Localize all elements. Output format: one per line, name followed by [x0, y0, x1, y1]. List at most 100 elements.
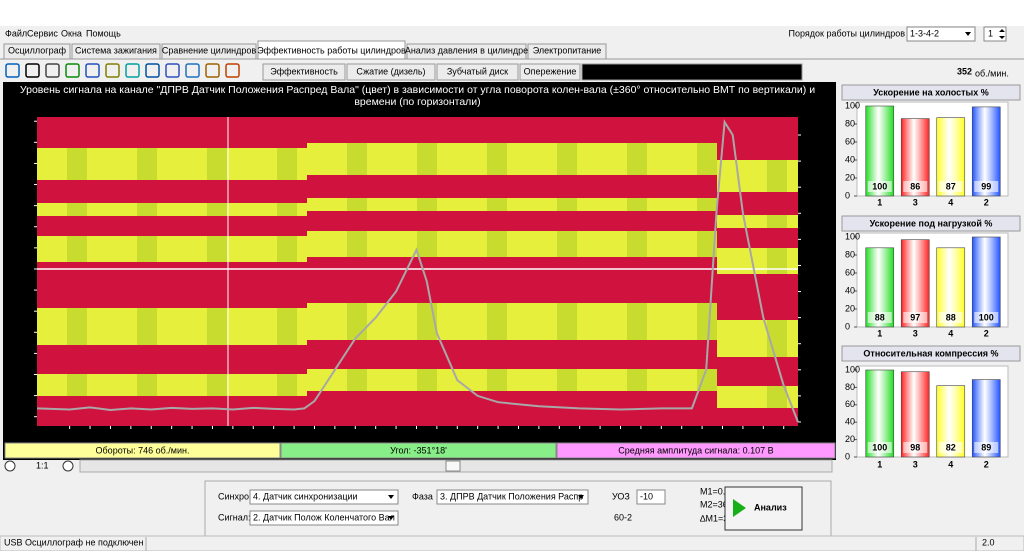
tab-label[interactable]: Электропитание: [533, 45, 602, 55]
order-value[interactable]: 1-3-4-2: [910, 28, 939, 38]
signal-band: [177, 203, 187, 216]
toolbar-icon[interactable]: [145, 63, 160, 78]
y2-tick-label: 3 500: [803, 260, 826, 270]
tab-label[interactable]: Эффективность работы цилиндров: [257, 45, 406, 55]
bar-label-bg: [974, 181, 999, 192]
subtab-label[interactable]: Опережение: [524, 66, 577, 76]
spin-value[interactable]: 1: [988, 28, 993, 38]
combo-value[interactable]: 3. ДПРВ Датчик Положения Распр: [440, 491, 583, 501]
toolbar-icon[interactable]: [165, 63, 180, 78]
toolbar-icon[interactable]: [45, 63, 60, 78]
sync-label: Синхро:: [218, 491, 252, 501]
subtab[interactable]: [581, 63, 803, 81]
y-tick-label: -100: [10, 221, 28, 231]
signal-band: [617, 198, 627, 211]
signal-band: [287, 203, 297, 216]
signal-band: [717, 320, 727, 357]
title-area: [0, 0, 1024, 26]
subtab-label[interactable]: Эффективность: [270, 66, 338, 76]
signal-band: [347, 143, 357, 175]
combo-value[interactable]: 2. Датчик Полож Коленчатого Вал: [253, 512, 395, 522]
zoom-out[interactable]: [4, 460, 16, 472]
x-tick-label: 33: [718, 430, 728, 440]
toolbar-icon[interactable]: [125, 63, 140, 78]
signal-band: [787, 320, 797, 357]
signal-band: [637, 231, 647, 257]
analyze-label[interactable]: Анализ: [754, 502, 787, 512]
subtab[interactable]: [346, 63, 436, 81]
toolbar-icon[interactable]: [5, 63, 20, 78]
bar-category-label: 4: [948, 459, 953, 469]
toolbar-icon[interactable]: [85, 63, 100, 78]
subtab[interactable]: [519, 63, 581, 81]
signal-band: [527, 369, 537, 391]
uoz-spin[interactable]: [636, 489, 666, 505]
signal-band: [207, 374, 217, 396]
x-tick-label: 23: [513, 430, 523, 440]
signal-band: [537, 198, 547, 211]
combo-arrow: [578, 495, 584, 499]
signal-band: [427, 231, 437, 257]
subtab-label[interactable]: Фаза ДПРВ Датчик Положения Распред Вала: [591, 66, 793, 76]
signal-band: [517, 303, 527, 340]
status-text: USB Осциллограф не подключен: [4, 537, 143, 547]
signal-band: [157, 374, 167, 396]
scroll-thumb[interactable]: [445, 460, 461, 472]
combo-value[interactable]: 4. Датчик синхронизации: [253, 491, 358, 501]
signal-band: [487, 231, 497, 257]
combo-box[interactable]: [249, 489, 399, 505]
signal-band: [147, 308, 157, 345]
signal-band: [477, 143, 487, 175]
signal-band: [127, 236, 137, 262]
subtab-label[interactable]: Зубчатый диск: [447, 66, 508, 76]
menu-item[interactable]: Окна: [61, 28, 82, 38]
y-tick-label: 350: [10, 411, 25, 421]
uoz-value[interactable]: -10: [640, 491, 653, 501]
signal-band: [97, 203, 107, 216]
signal-band: [357, 198, 367, 211]
tab-label[interactable]: Система зажигания: [75, 45, 157, 55]
x-tick-label: 31: [677, 430, 687, 440]
signal-band: [97, 236, 107, 262]
x-tick-label: 20: [452, 430, 462, 440]
signal-band: [87, 374, 97, 396]
combo-arrow: [965, 32, 971, 36]
menu-item[interactable]: Сервис: [27, 28, 58, 38]
signal-band: [37, 148, 47, 180]
signal-band: [737, 160, 747, 192]
signal-band: [557, 303, 567, 340]
order-combo[interactable]: [906, 26, 976, 42]
y-tick-label: -150: [10, 200, 28, 210]
signal-band: [317, 369, 327, 391]
toolbar-icon[interactable]: [25, 63, 40, 78]
signal-band: [37, 374, 47, 396]
tab-label[interactable]: Анализ давления в цилиндре: [405, 45, 528, 55]
signal-band: [657, 369, 667, 391]
toolbar-icon[interactable]: [225, 63, 240, 78]
toolbar-icon[interactable]: [105, 63, 120, 78]
tab-label[interactable]: Осциллограф: [8, 45, 67, 55]
signal-band: [457, 143, 467, 175]
subtab[interactable]: [436, 63, 519, 81]
toolbar-icon[interactable]: [65, 63, 80, 78]
signal-band: [387, 231, 397, 257]
x-tick-label: 2: [88, 430, 93, 440]
signal-band: [147, 203, 157, 216]
signal-band: [797, 215, 798, 228]
toolbar-icon[interactable]: [205, 63, 220, 78]
subtab[interactable]: [262, 63, 346, 81]
subtab-label[interactable]: Сжатие (дизель): [356, 66, 425, 76]
combo-box[interactable]: [249, 510, 399, 526]
zoom-in[interactable]: [62, 460, 74, 472]
menu-item[interactable]: Помощь: [86, 28, 121, 38]
toolbar-icon[interactable]: [185, 63, 200, 78]
menu-item[interactable]: Файл: [5, 28, 27, 38]
combo-box[interactable]: [436, 489, 589, 505]
signal-band: [87, 148, 97, 180]
signal-band: [677, 303, 687, 340]
y-tick-label: 250: [10, 369, 25, 379]
signal-band: [457, 303, 467, 340]
signal-band: [747, 320, 757, 357]
tab-label[interactable]: Сравнение цилиндров: [162, 45, 256, 55]
signal-band: [687, 369, 697, 391]
